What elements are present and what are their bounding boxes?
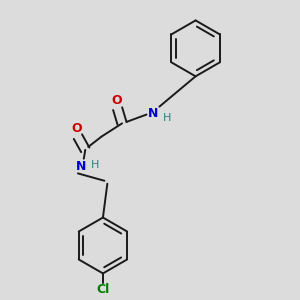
Text: H: H bbox=[163, 112, 171, 122]
Text: Cl: Cl bbox=[96, 283, 110, 296]
Text: N: N bbox=[76, 160, 86, 172]
Text: N: N bbox=[148, 106, 158, 120]
Text: O: O bbox=[111, 94, 122, 107]
Text: H: H bbox=[91, 160, 99, 170]
Text: O: O bbox=[71, 122, 82, 135]
